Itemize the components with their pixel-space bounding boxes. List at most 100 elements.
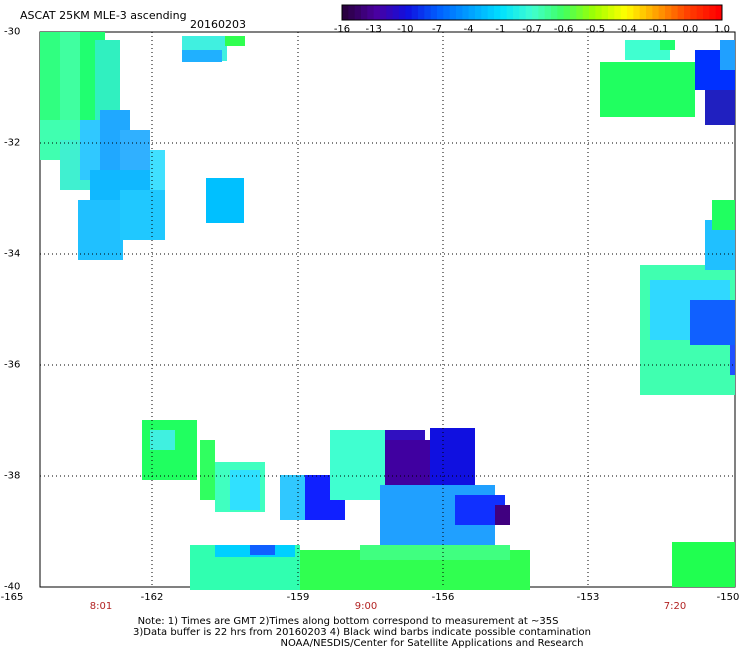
lat-label: -38 (4, 470, 21, 482)
note-line-1: Note: 1) Times are GMT 2)Times along bot… (137, 616, 559, 627)
wind-data-cell (730, 345, 735, 375)
wind-data-cell (78, 200, 123, 260)
colorbar-tick-label: -0.4 (617, 24, 637, 35)
lon-label: -159 (286, 592, 310, 603)
colorbar-segment (481, 5, 489, 20)
colorbar-segment (709, 5, 717, 20)
colorbar-tick-label: -0.5 (585, 24, 606, 35)
lon-label: -153 (576, 592, 600, 603)
colorbar-segment (532, 5, 539, 20)
wind-data-cell (712, 200, 735, 230)
wind-data-cell (200, 440, 215, 500)
colorbar-segment (684, 5, 691, 20)
colorbar-segment (589, 5, 596, 20)
colorbar-segment (411, 5, 419, 20)
wind-data-cell (230, 470, 260, 510)
wind-data-cell (360, 545, 510, 560)
colorbar-segment (361, 5, 368, 20)
note-line-2: 3)Data buffer is 22 hrs from 20160203 4)… (133, 627, 591, 638)
wind-data-cell (120, 190, 165, 240)
colorbar-segment (601, 5, 609, 20)
product-date: 20160203 (190, 18, 246, 31)
lat-label: -36 (4, 359, 21, 371)
colorbar-tick-label: 0.0 (682, 24, 699, 35)
colorbar-segment (652, 5, 660, 20)
colorbar-tick-label: -1 (495, 24, 506, 35)
wind-data-cell (250, 545, 275, 555)
colorbar-segment (614, 5, 622, 20)
wind-data-cell (206, 178, 244, 223)
time-label: 7:20 (663, 601, 687, 612)
colorbar-segment (677, 5, 685, 20)
colorbar-segment (443, 5, 451, 20)
colorbar-segment (386, 5, 394, 20)
colorbar-segment (430, 5, 438, 20)
colorbar-segment (354, 5, 362, 20)
wind-data-cell (330, 430, 385, 500)
colorbar-segment (703, 5, 710, 20)
colorbar-segment (557, 5, 565, 20)
wind-data-cell (150, 150, 165, 190)
lat-label: -34 (4, 248, 21, 260)
colorbar-segment (342, 5, 349, 20)
wind-data-cell (705, 90, 735, 125)
colorbar-tick-label: -16 (333, 24, 351, 35)
lat-label: -30 (4, 26, 21, 38)
colorbar-tick-label: -13 (365, 24, 382, 35)
colorbar-segment (665, 5, 672, 20)
colorbar-segment (538, 5, 546, 20)
time-label: 9:00 (354, 601, 378, 612)
colorbar-segment (544, 5, 552, 20)
wind-data-cell (600, 62, 695, 117)
colorbar-segment (475, 5, 482, 20)
colorbar-segment (633, 5, 641, 20)
colorbar-tick-label: -7 (432, 24, 442, 35)
time-label: 8:01 (89, 601, 113, 612)
colorbar-segment (506, 5, 514, 20)
colorbar-segment (563, 5, 571, 20)
colorbar-segment (462, 5, 470, 20)
colorbar-outline (341, 4, 723, 21)
colorbar-segment (513, 5, 520, 20)
lon-label: -156 (431, 592, 455, 603)
colorbar-segment (367, 5, 375, 20)
colorbar-segment (418, 5, 425, 20)
colorbar-segment (620, 5, 628, 20)
colorbar-tick-label: -0.7 (522, 24, 542, 35)
colorbar-segment (380, 5, 387, 20)
colorbar-segment (399, 5, 406, 20)
colorbar-segment (576, 5, 584, 20)
lat-label: -40 (4, 581, 21, 593)
wind-data-cell (225, 36, 245, 46)
colorbar-segment (696, 5, 704, 20)
colorbar-tick-label: -10 (397, 24, 414, 35)
note-line-3: NOAA/NESDIS/Center for Satellite Applica… (280, 638, 584, 649)
colorbar-segment (449, 5, 457, 20)
colorbar-segment (487, 5, 495, 20)
colorbar-tick-label: -4 (463, 24, 474, 35)
wind-data-cell (495, 505, 510, 525)
colorbar-segment (582, 5, 590, 20)
colorbar-segment (715, 5, 723, 20)
wind-data-cell (150, 430, 175, 450)
colorbar-segment (437, 5, 444, 20)
colorbar-segment (690, 5, 698, 20)
colorbar-tick-label: -0.1 (648, 24, 669, 35)
colorbar-segment (405, 5, 413, 20)
colorbar-segment (348, 5, 356, 20)
product-title: ASCAT 25KM MLE-3 ascending (20, 9, 187, 22)
colorbar-segment (373, 5, 381, 20)
colorbar-segment (525, 5, 533, 20)
colorbar-segment (392, 5, 400, 20)
colorbar-segment (551, 5, 558, 20)
colorbar-segment (608, 5, 615, 20)
wind-data-cell (660, 40, 675, 50)
lon-label: -165 (0, 592, 24, 603)
colorbar-segment (424, 5, 432, 20)
wind-data-cell (720, 40, 735, 70)
wind-data-cell (625, 40, 670, 60)
colorbar-segment (658, 5, 666, 20)
colorbar-segment (627, 5, 634, 20)
colorbar-segment (494, 5, 501, 20)
lon-label: -162 (140, 592, 164, 603)
